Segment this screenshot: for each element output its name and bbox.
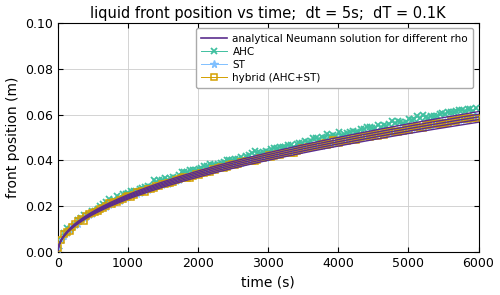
Title: liquid front position vs time;  dt = 5s;  dT = 0.1K: liquid front position vs time; dt = 5s; … (90, 6, 446, 21)
Legend: analytical Neumann solution for different rho, AHC, ST, hybrid (AHC+ST): analytical Neumann solution for differen… (196, 28, 473, 88)
Y-axis label: front position (m): front position (m) (6, 77, 20, 198)
X-axis label: time (s): time (s) (242, 276, 295, 289)
